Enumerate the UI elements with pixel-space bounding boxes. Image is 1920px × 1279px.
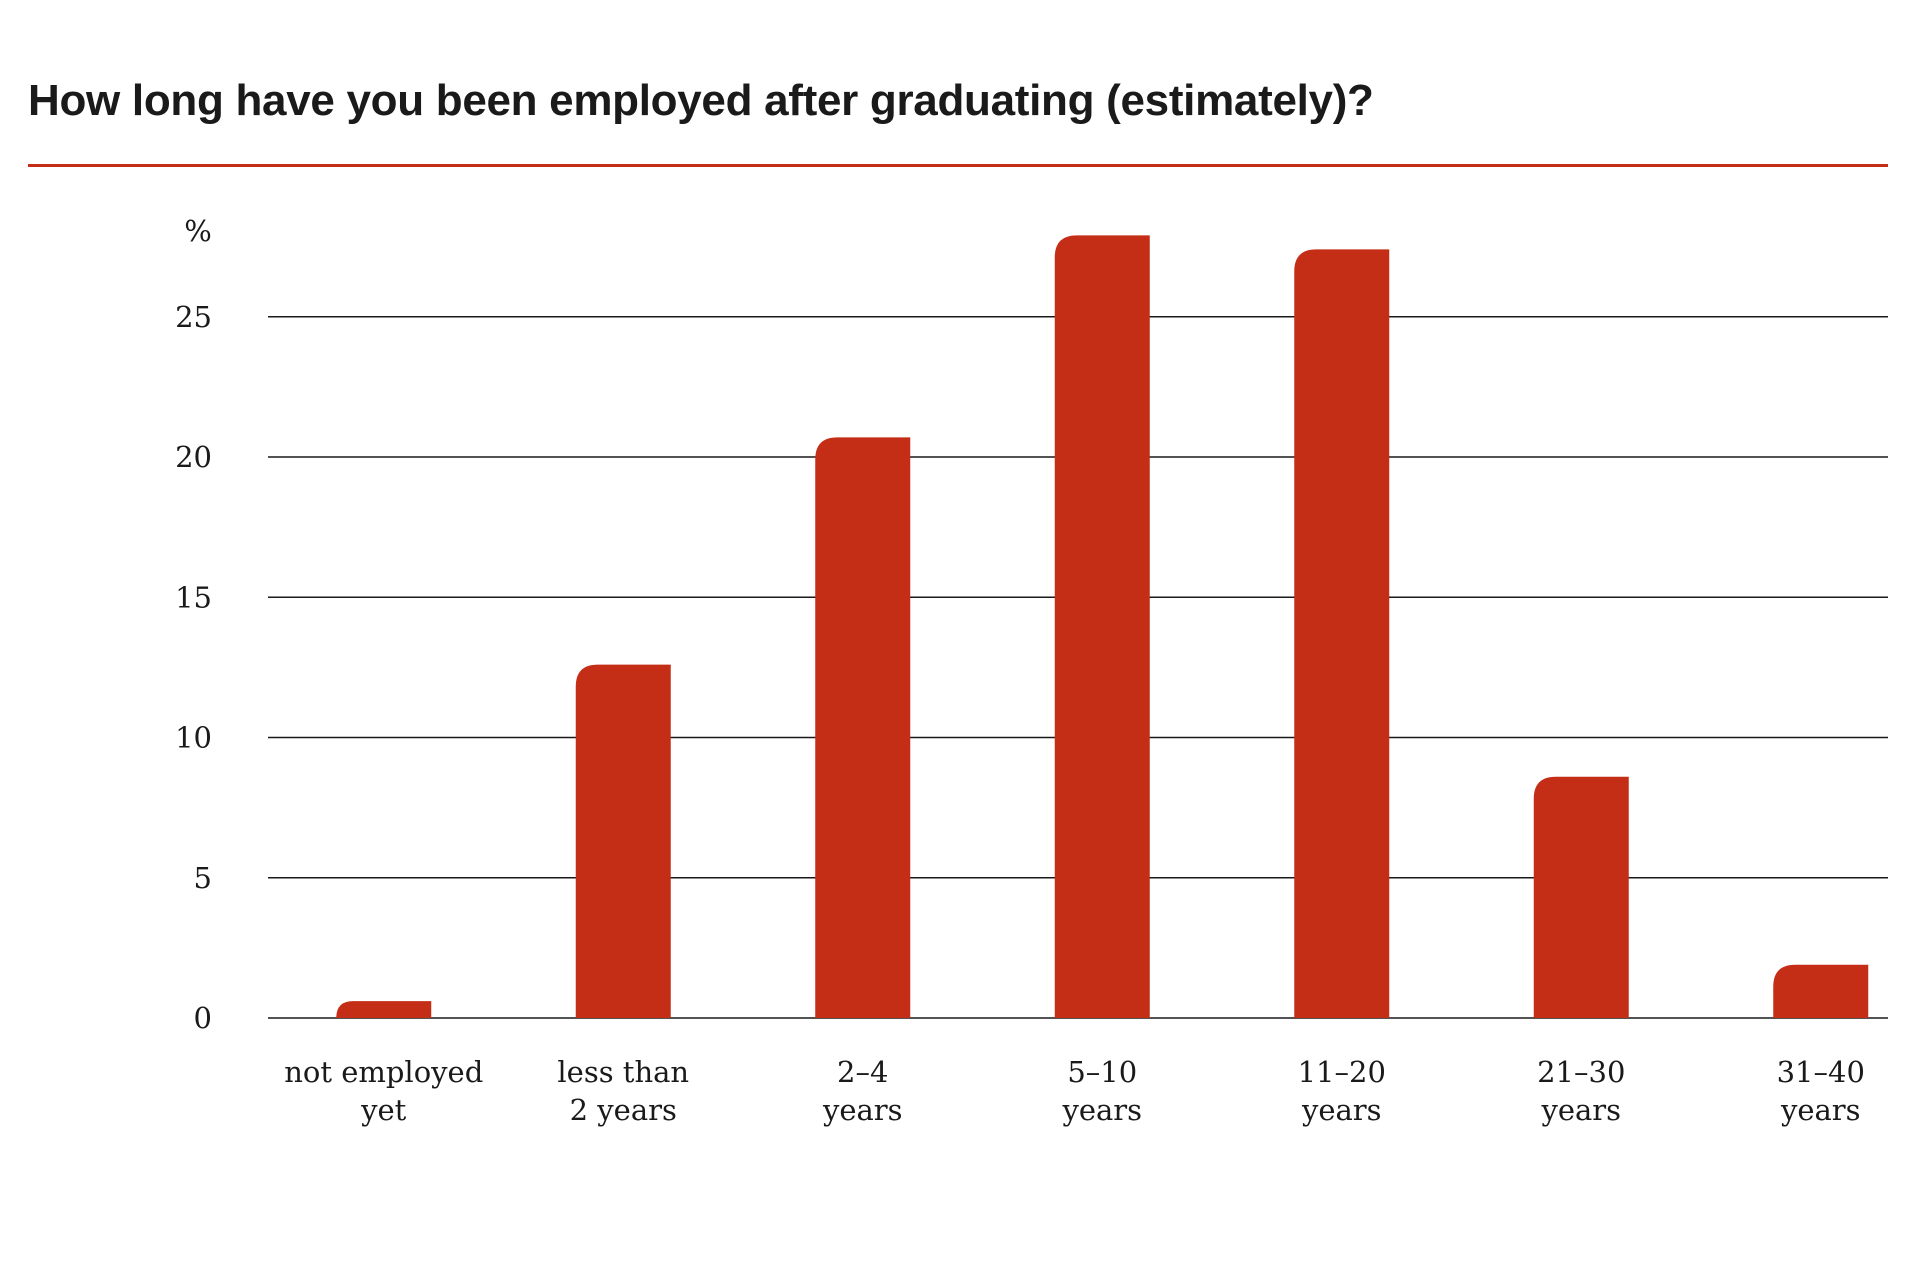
y-axis-unit-label: % — [184, 214, 212, 248]
x-tick-label: 5–10 years — [1061, 1055, 1142, 1127]
y-tick-label: 25 — [175, 300, 212, 334]
bar — [1773, 964, 1869, 1018]
x-tick-label-line: yet — [360, 1093, 407, 1127]
y-axis-ticks: 0 5 10 15 20 25 — [175, 300, 212, 1035]
bars — [336, 235, 1869, 1018]
x-tick-label-line: less than — [557, 1055, 689, 1089]
bar — [1294, 249, 1390, 1018]
title-divider — [28, 164, 1888, 167]
y-tick-label: 15 — [175, 580, 212, 614]
bar — [1533, 776, 1629, 1018]
x-tick-label-line: 31–40 — [1777, 1055, 1865, 1089]
x-tick-label: 2–4 years — [822, 1055, 903, 1127]
x-tick-label-line: years — [1540, 1093, 1621, 1127]
x-tick-label-line: 21–30 — [1537, 1055, 1625, 1089]
x-tick-label-line: 11–20 — [1298, 1055, 1386, 1089]
y-tick-label: 0 — [194, 1001, 212, 1035]
bar — [575, 664, 671, 1018]
x-tick-label-line: 2 years — [570, 1093, 677, 1127]
x-tick-label-line: 2–4 — [837, 1055, 888, 1089]
chart-title: How long have you been employed after gr… — [28, 76, 1374, 125]
x-tick-label-line: years — [822, 1093, 903, 1127]
x-tick-label: not employed yet — [284, 1055, 483, 1127]
y-tick-label: 10 — [175, 721, 212, 755]
x-tick-label: 21–30 years — [1537, 1055, 1625, 1127]
x-tick-label-line: years — [1301, 1093, 1382, 1127]
bar — [336, 1001, 432, 1018]
bar — [1054, 235, 1150, 1018]
x-tick-label-line: years — [1780, 1093, 1861, 1127]
bar — [815, 437, 911, 1018]
x-tick-label-line: not employed — [284, 1055, 483, 1089]
x-tick-label: less than 2 years — [557, 1055, 689, 1127]
x-tick-label-line: 5–10 — [1067, 1055, 1137, 1089]
y-tick-label: 20 — [175, 440, 212, 474]
x-tick-label: 31–40 years — [1777, 1055, 1865, 1127]
x-tick-label-line: years — [1061, 1093, 1142, 1127]
y-tick-label: 5 — [194, 861, 212, 895]
x-tick-label: 11–20 years — [1298, 1055, 1386, 1127]
